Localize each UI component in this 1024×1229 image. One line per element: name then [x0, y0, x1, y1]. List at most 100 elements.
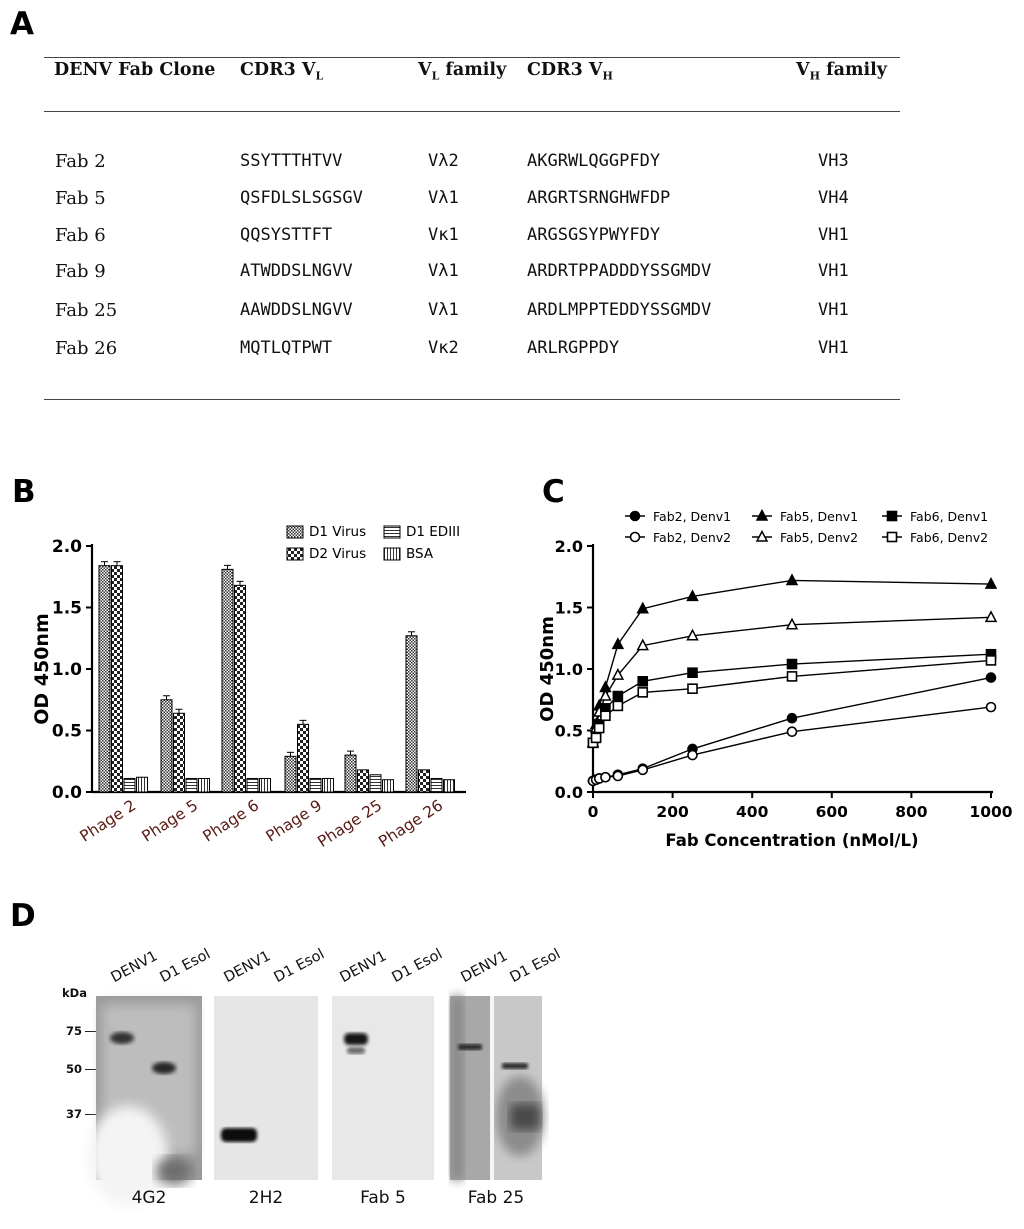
row-5-clone: Fab 25 — [55, 300, 118, 321]
y-axis-label: OD 450nm — [31, 613, 53, 725]
header-vh-family-sub: H — [809, 69, 820, 83]
legend-label: BSA — [406, 546, 434, 562]
legend-label: D2 Virus — [309, 546, 366, 562]
bar — [297, 723, 309, 793]
blot-4g2-lane-d1esol: D1 Esol — [157, 946, 214, 986]
data-point — [985, 701, 997, 713]
legend-swatch — [286, 525, 304, 539]
bar — [160, 699, 173, 793]
bar — [173, 712, 185, 793]
row-4-cdr3-vh: ARDRTPPADDDYSSGMDV — [527, 261, 712, 281]
header-vh-family-rest: family — [819, 60, 887, 80]
legend-marker — [886, 510, 898, 522]
row-3-vl-family: Vκ1 — [428, 225, 459, 245]
header-vh-family-text: V — [796, 60, 810, 80]
data-point — [686, 628, 699, 641]
row-1-vh-family: VH3 — [818, 151, 849, 171]
legend-label: D1 EDIII — [406, 524, 460, 540]
data-point — [984, 610, 998, 623]
data-point — [687, 749, 698, 761]
row-1-cdr3-vh: AKGRWLQGGPFDY — [527, 151, 661, 171]
y-tick-label: 0.0 — [52, 783, 82, 803]
legend-swatch — [383, 547, 401, 561]
y-axis-label: OD 450nm — [537, 616, 558, 722]
table-bottom-rule — [44, 399, 900, 400]
bar — [136, 776, 148, 793]
legend-swatch — [286, 547, 304, 561]
row-6-cdr3-vl: MQTLQTPWT — [240, 338, 333, 358]
bar — [198, 777, 210, 793]
bar — [322, 777, 334, 793]
header-cdr3-vh: CDR3 VH — [527, 60, 613, 83]
x-tick-label: 200 — [656, 803, 689, 821]
blot-2h2-label: 2H2 — [248, 1188, 284, 1208]
data-point — [637, 764, 649, 776]
bar — [344, 754, 357, 793]
data-point — [786, 658, 798, 670]
x-tick-label: 0 — [588, 803, 599, 821]
header-vl-family-sub: L — [431, 69, 440, 83]
data-point — [985, 672, 997, 683]
marker-75-label: 75 — [66, 1024, 83, 1038]
x-axis-label: Fab Concentration (nMol/L) — [665, 831, 918, 850]
header-cdr3-vh-text: CDR3 V — [527, 60, 603, 80]
data-point — [687, 667, 698, 678]
data-point — [590, 732, 602, 744]
series-fab6-denv2 — [587, 655, 997, 749]
header-cdr3-vl-sub: L — [315, 69, 324, 83]
legend-label: Fab2, Denv1 — [653, 509, 731, 524]
data-point — [984, 577, 998, 589]
x-tick-label: Phage 5 — [139, 796, 202, 845]
blot-fab25-lane-d1esol: D1 Esol — [507, 946, 564, 986]
legend-label: Fab6, Denv2 — [910, 530, 988, 545]
row-5-cdr3-vh: ARDLMPPTEDDYSSGMDV — [527, 300, 712, 320]
row-3-vh-family: VH1 — [818, 225, 849, 245]
legend-marker — [629, 510, 641, 522]
panel-a-label: A — [10, 6, 34, 42]
data-point — [612, 700, 624, 712]
data-point — [612, 770, 624, 782]
data-point — [611, 668, 625, 680]
data-point — [636, 601, 649, 614]
legend-marker — [629, 531, 641, 543]
bar — [369, 774, 382, 793]
row-2-vh-family: VH4 — [818, 188, 849, 208]
data-point — [600, 710, 611, 722]
binding-curve-chart: 0.0 0.5 1.0 1.5 2.0 0 200 400 600 800 1000 OD 450nm… — [537, 508, 1013, 850]
y-tick-label: 2.0 — [555, 537, 583, 556]
blot-2h2-lane-d1esol: D1 Esol — [271, 946, 328, 986]
table-top-rule — [44, 57, 900, 58]
row-1-vl-family: Vλ2 — [428, 151, 459, 171]
y-tick-label: 1.0 — [555, 660, 583, 679]
y-tick-label: 1.5 — [555, 599, 583, 618]
y-tick-label: 0.0 — [555, 783, 583, 802]
header-cdr3-vh-sub: H — [602, 69, 613, 83]
blot-fab5-label: Fab 5 — [360, 1188, 406, 1208]
blot-fab5-lane-d1esol: D1 Esol — [389, 946, 446, 986]
marker-50-label: 50 — [66, 1062, 83, 1076]
legend-label: Fab6, Denv1 — [910, 509, 988, 524]
bar — [185, 777, 198, 793]
bar — [259, 777, 271, 793]
blot-fab25-lane-denv1: DENV1 — [458, 948, 511, 986]
header-vl-family: VL family — [418, 60, 506, 83]
y-tick-label: 0.5 — [52, 722, 82, 742]
row-3-cdr3-vh: ARGSGSYPWYFDY — [527, 225, 661, 245]
legend-marker — [755, 508, 769, 521]
x-tick-label: 1000 — [969, 803, 1012, 821]
header-cdr3-vl-text: CDR3 V — [240, 60, 316, 80]
bar — [284, 755, 297, 793]
bar — [234, 584, 246, 793]
x-tick-label: Phage 25 — [314, 796, 385, 851]
blot-fab5-lane-denv1: DENV1 — [337, 948, 390, 986]
data-point — [637, 676, 649, 687]
data-point — [636, 638, 649, 651]
bar — [418, 769, 430, 793]
bar — [430, 777, 443, 793]
legend-label: Fab2, Denv2 — [653, 530, 731, 545]
bar — [111, 565, 123, 793]
data-point — [786, 671, 798, 682]
x-tick-label: Phage 26 — [375, 796, 446, 851]
data-point — [785, 617, 799, 630]
